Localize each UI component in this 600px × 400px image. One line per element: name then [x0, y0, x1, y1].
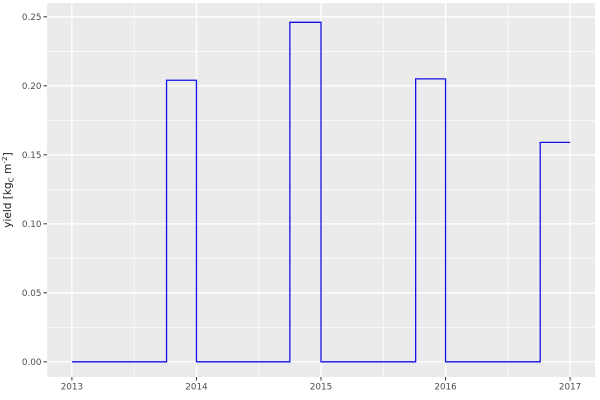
x-tick-label: 2015: [310, 383, 332, 393]
y-axis-title-text: ]: [2, 152, 14, 156]
y-tick-label: 0.10: [22, 220, 42, 230]
x-tick-label: 2017: [559, 383, 581, 393]
y-axis-title-subscript: C: [6, 177, 15, 182]
y-tick-label: 0.00: [22, 358, 42, 368]
series-yield-line: [71, 21, 571, 363]
y-tick-label: 0.05: [22, 289, 42, 299]
x-tick-label: 2016: [434, 383, 457, 393]
y-axis-title: yield [kgC m-2]: [0, 152, 15, 227]
x-tick-label: 2013: [61, 383, 83, 393]
y-tick-label: 0.25: [22, 13, 42, 23]
y-tick-label: 0.20: [22, 82, 42, 92]
y-axis-title-superscript: -2: [0, 156, 9, 163]
y-tick-label: 0.15: [22, 151, 42, 161]
y-axis-title-text: yield [kg: [2, 182, 14, 227]
y-axis-title-text: m: [2, 164, 14, 178]
x-tick-label: 2014: [185, 383, 208, 393]
